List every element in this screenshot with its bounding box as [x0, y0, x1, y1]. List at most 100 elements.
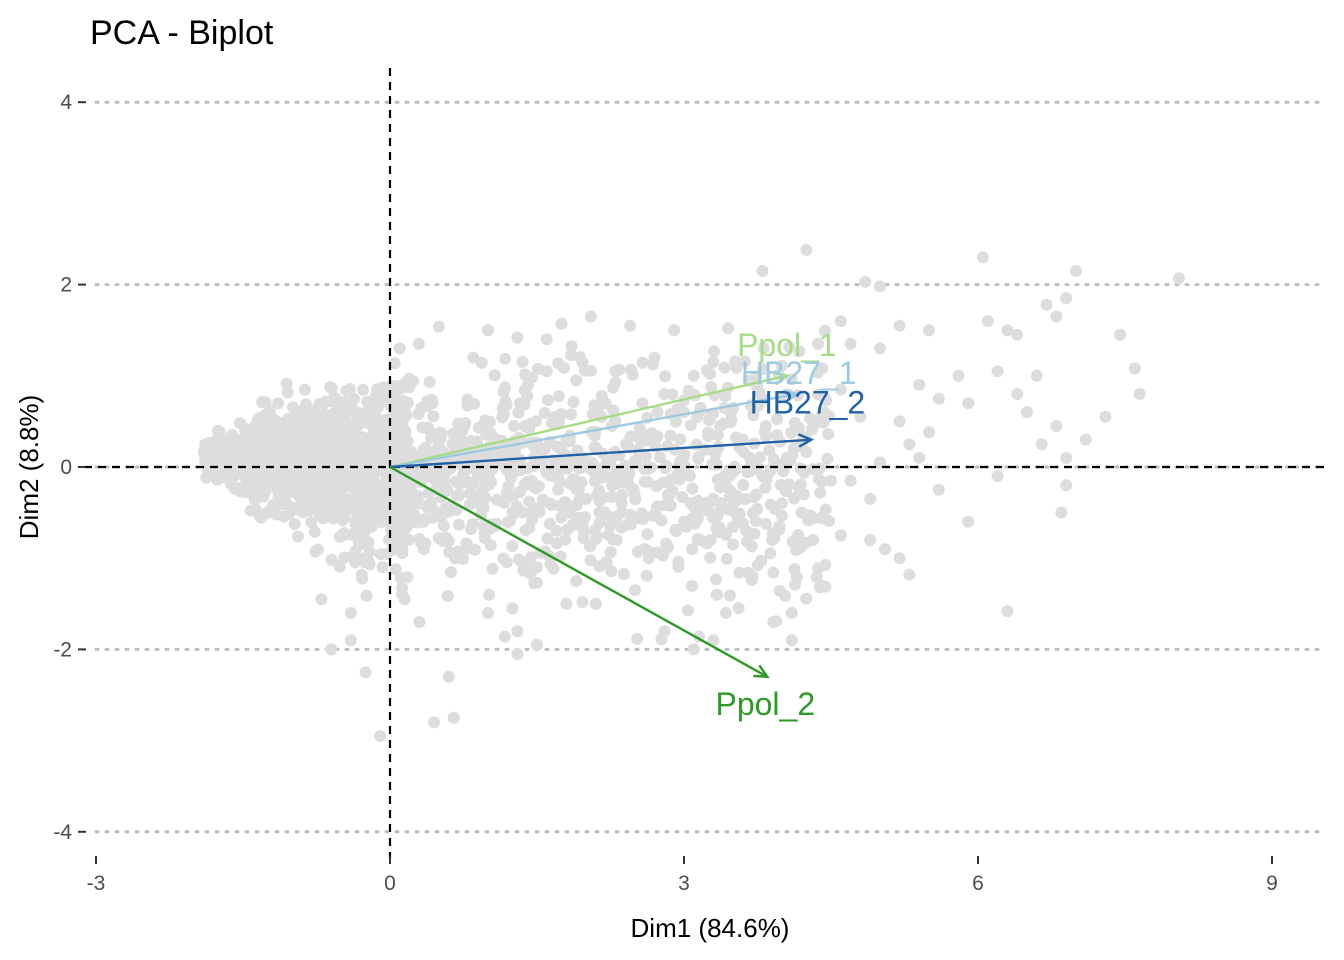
point-1822 — [715, 480, 728, 493]
point-1261 — [720, 552, 733, 565]
point-2036 — [864, 534, 877, 546]
point-2033 — [825, 474, 837, 487]
x-tick-label-0: -3 — [87, 872, 106, 895]
point-1885 — [746, 507, 759, 520]
point-2060 — [540, 365, 553, 378]
point-1796 — [626, 368, 639, 381]
y-axis-label: Dim2 (8.8%) — [14, 395, 44, 539]
point-1475 — [788, 492, 801, 505]
point-1306 — [453, 478, 466, 491]
point-1878 — [426, 465, 439, 478]
point-1952 — [508, 465, 521, 478]
point-1642 — [665, 473, 678, 486]
point-1884 — [419, 537, 432, 550]
point-1363 — [821, 452, 834, 465]
point-1601 — [557, 361, 570, 374]
point-1871 — [585, 456, 598, 469]
point-2032 — [874, 456, 886, 469]
point-2009 — [785, 634, 798, 647]
point-1914 — [588, 475, 601, 488]
point-1911 — [525, 371, 538, 384]
point-1107 — [576, 596, 589, 608]
point-2002 — [932, 483, 945, 496]
point-1063 — [284, 501, 297, 514]
point-1978 — [1050, 310, 1063, 323]
point-2024 — [540, 333, 553, 346]
point-833 — [280, 377, 293, 390]
point-693 — [268, 498, 280, 511]
point-1696 — [544, 558, 557, 570]
point-1986 — [991, 365, 1004, 378]
point-2071 — [834, 383, 847, 396]
point-1968 — [1172, 272, 1185, 285]
x-tick-label-2: 3 — [678, 872, 690, 895]
point-1972 — [874, 280, 886, 293]
point-902 — [200, 471, 213, 484]
point-2079 — [844, 474, 857, 487]
x-tick-label-3: 6 — [972, 872, 984, 895]
point-998 — [296, 489, 309, 502]
point-1919 — [732, 602, 745, 615]
point-1980 — [923, 324, 935, 337]
point-1926 — [521, 478, 534, 491]
point-1548 — [812, 473, 825, 486]
point-1683 — [758, 426, 771, 439]
point-1985 — [1099, 410, 1112, 423]
point-1959 — [790, 544, 803, 556]
point-2004 — [991, 470, 1004, 483]
point-2039 — [766, 534, 779, 546]
point-1032 — [293, 472, 306, 485]
point-571 — [349, 556, 362, 569]
point-957 — [374, 503, 387, 515]
point-1058 — [276, 484, 289, 497]
point-1920 — [457, 420, 470, 433]
point-1862 — [518, 384, 531, 397]
point-1581 — [593, 516, 606, 529]
point-1583 — [506, 506, 519, 518]
point-1736 — [785, 373, 798, 386]
point-1938 — [773, 520, 786, 533]
point-885 — [305, 516, 318, 529]
point-1420 — [681, 604, 694, 617]
point-1706 — [763, 444, 776, 457]
point-2026 — [584, 310, 597, 323]
point-2065 — [638, 543, 651, 556]
point-1805 — [457, 552, 469, 565]
point-2028 — [668, 324, 681, 337]
point-1965 — [800, 243, 813, 256]
point-1062 — [306, 420, 318, 433]
point-1304 — [777, 465, 790, 478]
point-1989 — [962, 397, 975, 410]
point-2035 — [878, 543, 891, 556]
point-1035 — [335, 444, 348, 457]
point-629 — [367, 471, 380, 484]
point-1889 — [541, 394, 554, 407]
point-1653 — [567, 396, 580, 408]
point-1397 — [704, 534, 717, 547]
point-1962 — [610, 534, 623, 546]
point-464 — [376, 561, 389, 574]
point-2015 — [428, 716, 441, 729]
point-1834 — [432, 320, 445, 333]
point-1466 — [750, 371, 763, 383]
point-1003 — [332, 503, 345, 516]
point-1982 — [1114, 328, 1127, 341]
point-1895 — [605, 491, 618, 503]
point-995 — [250, 452, 262, 465]
point-1981 — [1011, 328, 1024, 341]
point-1903 — [585, 364, 597, 377]
point-1998 — [1060, 451, 1073, 464]
point-1290 — [794, 478, 807, 491]
point-1591 — [445, 566, 457, 579]
point-1882 — [694, 534, 707, 546]
point-2011 — [687, 643, 700, 656]
point-1386 — [491, 493, 503, 506]
point-1896 — [655, 514, 668, 527]
point-1298 — [604, 546, 617, 559]
point-2069 — [531, 561, 543, 574]
point-1702 — [540, 466, 553, 479]
point-1767 — [775, 359, 788, 372]
arrow-ppol-1 — [389, 374, 788, 469]
individual-points — [197, 243, 1185, 742]
point-1126 — [636, 397, 649, 410]
